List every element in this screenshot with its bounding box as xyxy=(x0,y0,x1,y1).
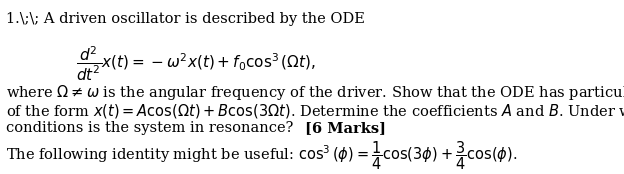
Text: of the form $x(t) = A\cos(\Omega t) + B\cos(3\Omega t)$. Determine the coefficie: of the form $x(t) = A\cos(\Omega t) + B\… xyxy=(6,102,624,120)
Text: $\dfrac{d^2}{dt^2}x(t) = -\omega^2 x(t) + f_0 \cos^3(\Omega t),$: $\dfrac{d^2}{dt^2}x(t) = -\omega^2 x(t) … xyxy=(76,45,316,83)
Text: where $\Omega \neq \omega$ is the angular frequency of the driver. Show that the: where $\Omega \neq \omega$ is the angula… xyxy=(6,83,624,102)
Text: The following identity might be useful: $\cos^3(\phi) = \dfrac{1}{4}\cos(3\phi) : The following identity might be useful: … xyxy=(6,140,518,172)
Text: conditions is the system in resonance?: conditions is the system in resonance? xyxy=(6,121,294,135)
Text: 1.\;\; A driven oscillator is described by the ODE: 1.\;\; A driven oscillator is described … xyxy=(6,11,365,26)
Text: [6 Marks]: [6 Marks] xyxy=(305,121,386,135)
